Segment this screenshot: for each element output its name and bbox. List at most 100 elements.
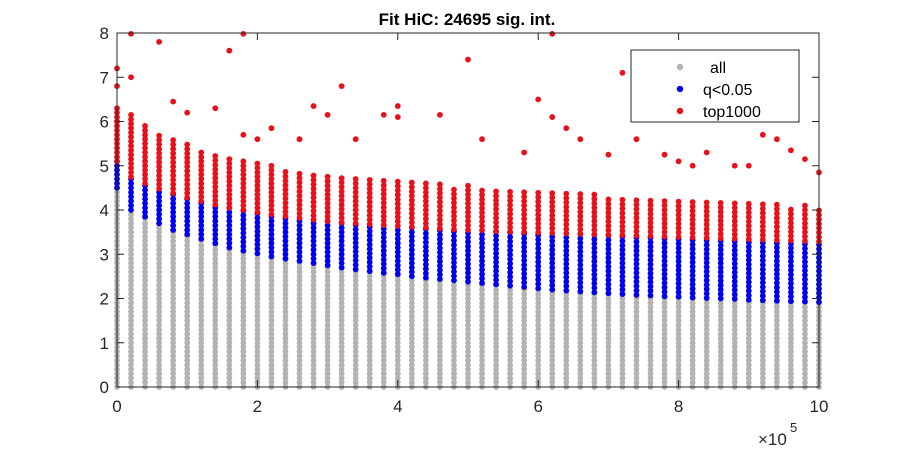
data-point [731,222,738,229]
data-point [366,181,373,188]
data-point [296,257,303,264]
data-point [802,289,808,296]
data-point [759,270,766,277]
data-point [717,226,724,233]
data-point [240,277,247,284]
data-point [788,271,794,278]
data-point [156,331,163,337]
data-point [633,243,640,250]
data-point [324,262,331,269]
data-point [788,284,794,291]
data-point [226,182,233,189]
data-point [563,326,570,333]
data-point [507,295,514,302]
data-point [226,231,233,238]
data-point [142,308,148,315]
data-point [437,379,443,386]
data-point [184,282,191,289]
data-point [366,212,373,219]
data-point [240,260,247,266]
data-point [731,344,738,351]
data-point [198,282,205,289]
data-point [605,357,612,364]
data-point [759,317,766,324]
data-point [240,184,247,191]
data-point [394,277,401,284]
data-point [156,357,163,364]
data-point [703,149,710,156]
data-point [324,366,331,373]
data-point [577,370,584,377]
data-point [198,273,205,280]
data-point [479,223,485,229]
data-point [184,264,191,271]
data-point [310,181,317,188]
data-point [465,286,471,293]
data-point [745,231,752,238]
data-point [296,197,303,204]
data-point [675,317,682,324]
data-point [465,196,471,202]
data-point [128,326,134,333]
data-point [268,218,275,224]
data-point [703,204,710,210]
data-point [549,260,556,266]
data-point [156,146,163,152]
data-point [170,238,177,244]
data-point [240,158,247,165]
data-point [563,234,570,241]
data-point [802,254,808,261]
data-point [731,304,738,311]
data-point [717,353,724,359]
data-point [128,207,134,213]
data-point [254,370,261,377]
data-point [633,283,640,290]
data-point [366,228,373,235]
data-point [212,227,219,233]
data-point [296,286,303,293]
data-point [156,141,163,148]
data-point [689,322,696,328]
data-point [647,357,654,364]
data-point [296,269,303,275]
data-point [156,322,163,328]
data-point [142,238,148,244]
data-point [479,366,485,373]
data-point [142,136,148,143]
data-point [703,322,710,328]
data-point [479,348,485,355]
data-point [437,212,443,219]
data-point [170,264,177,271]
data-point [296,375,303,382]
data-point [465,344,471,351]
data-point [296,188,303,195]
data-point [661,229,668,236]
data-point [633,232,640,239]
data-point [422,198,429,205]
data-point [731,282,738,289]
data-point [212,304,219,311]
data-point [689,290,696,297]
data-point [226,173,233,180]
data-point [422,379,429,386]
data-point [282,322,289,328]
data-point [577,204,584,211]
data-point [422,375,429,382]
data-point [549,255,556,262]
data-point [226,251,233,258]
data-point [282,200,289,206]
x-tick-label: 2 [253,397,262,416]
data-point [802,294,808,301]
data-point [240,264,247,271]
data-point [296,317,303,324]
data-point [282,335,289,342]
data-point [745,348,752,355]
data-point [479,244,485,251]
data-point [324,244,331,251]
data-point [773,228,780,235]
data-point [296,313,303,320]
data-point [408,357,415,364]
data-point [788,147,794,154]
data-point [296,136,303,143]
data-point [549,203,556,210]
